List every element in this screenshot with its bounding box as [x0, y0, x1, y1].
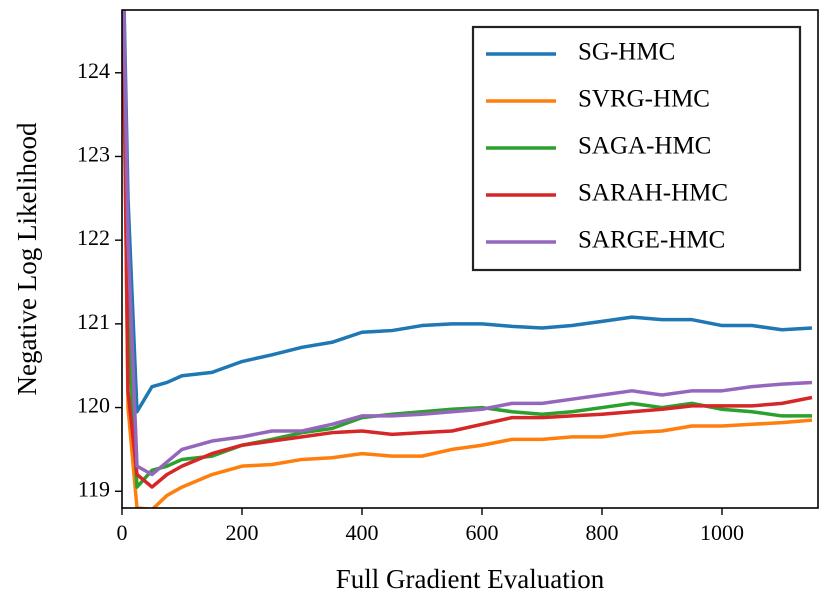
y-tick-label: 124	[77, 58, 110, 83]
y-tick-label: 122	[77, 225, 110, 250]
series-line	[122, 10, 813, 477]
legend-label: SVRG-HMC	[578, 86, 710, 113]
plot-frame	[121, 9, 819, 509]
y-tick-label: 120	[77, 393, 110, 418]
y-tick-label: 123	[77, 142, 110, 167]
x-tick-label: 200	[226, 520, 259, 545]
x-tick-label: 0	[117, 520, 128, 545]
series-line	[122, 10, 812, 489]
series-line	[122, 10, 813, 508]
x-tick-label: 800	[586, 520, 619, 545]
x-tick-label: 400	[346, 520, 379, 545]
x-axis-label: Full Gradient Evaluation	[336, 564, 605, 594]
series-line	[122, 10, 813, 414]
x-tick-label: 600	[466, 520, 499, 545]
y-tick-label: 121	[77, 309, 110, 334]
series-line	[122, 10, 813, 489]
x-tick-label: 1000	[700, 520, 744, 545]
legend-label: SAGA-HMC	[578, 133, 711, 160]
y-tick-label: 119	[78, 476, 110, 501]
legend-label: SARAH-HMC	[578, 180, 728, 207]
y-axis-label: Negative Log Likelihood	[12, 122, 42, 395]
legend-label: SARGE-HMC	[578, 227, 725, 254]
plot-lines	[122, 10, 813, 508]
legend-label: SG-HMC	[578, 39, 675, 66]
